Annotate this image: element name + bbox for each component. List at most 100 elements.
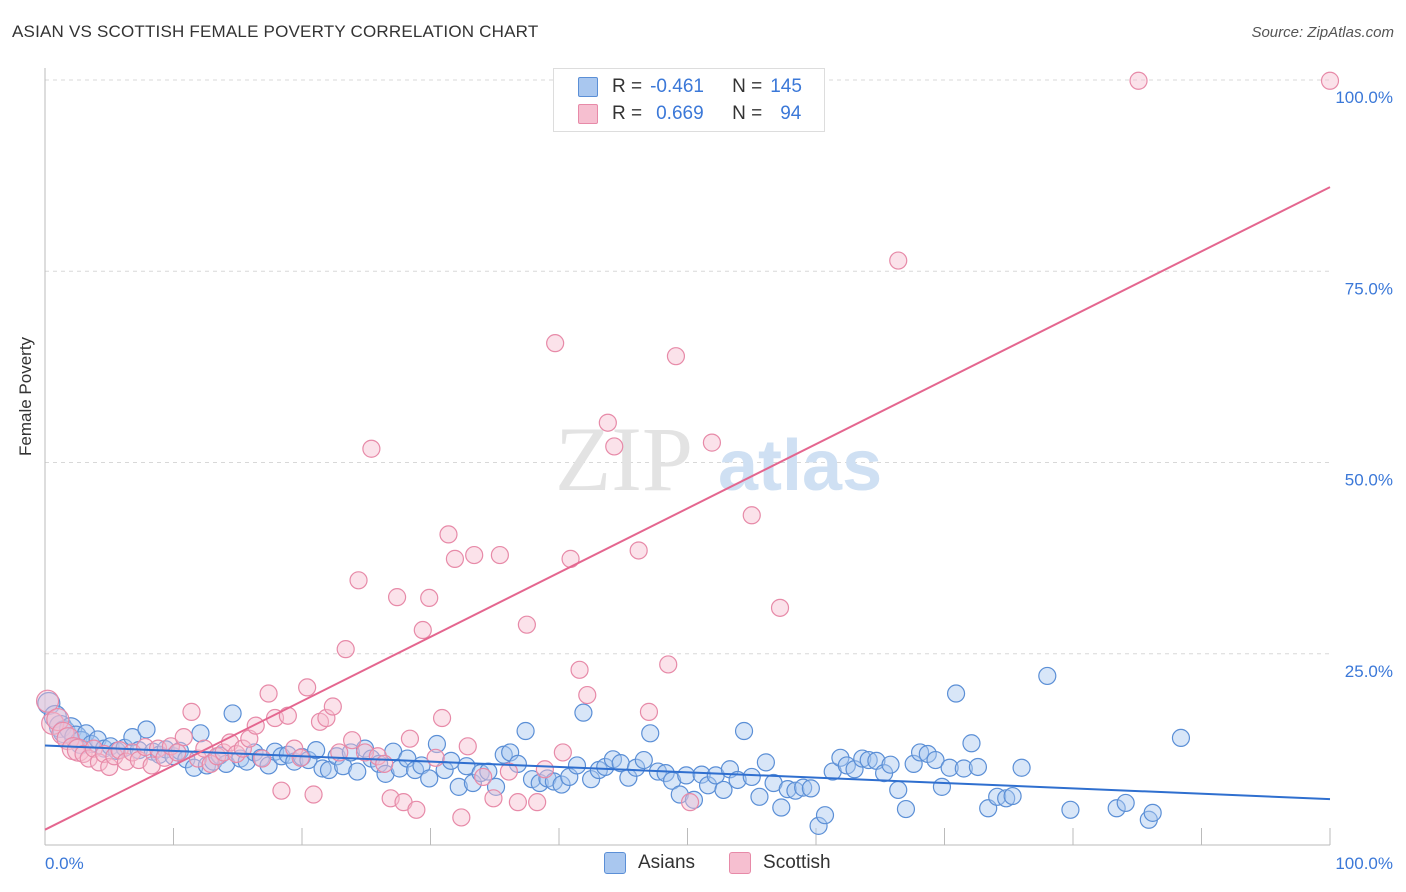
point-asians <box>223 704 242 723</box>
scottish-trend-line <box>44 186 1331 831</box>
point-asians <box>750 787 769 806</box>
point-scottish <box>317 708 336 728</box>
point-scottish <box>298 678 317 697</box>
point-scottish <box>553 743 572 762</box>
point-scottish <box>35 689 60 713</box>
point-scottish <box>278 706 297 725</box>
point-asians <box>1116 793 1135 813</box>
point-scottish <box>349 571 368 590</box>
point-asians <box>940 758 959 777</box>
point-asians <box>641 724 660 743</box>
point-scottish <box>889 251 908 270</box>
point-scottish <box>46 707 70 732</box>
scottish-swatch <box>578 104 598 124</box>
point-asians <box>486 777 506 796</box>
point-asians <box>1107 799 1126 818</box>
point-scottish <box>362 439 381 458</box>
y-tick-label: 75.0% <box>1345 279 1393 298</box>
point-asians <box>932 777 952 796</box>
point-asians <box>946 684 966 703</box>
point-asians <box>926 750 945 770</box>
point-asians <box>463 773 483 793</box>
point-scottish <box>629 541 648 560</box>
source-label: Source: ZipAtlas.com <box>1251 24 1394 41</box>
point-scottish <box>666 347 686 366</box>
scottish-label: Scottish <box>763 852 831 873</box>
point-asians <box>1061 800 1080 819</box>
point-asians <box>794 778 813 797</box>
scottish-legend-swatch <box>729 852 752 874</box>
point-scottish <box>639 702 659 721</box>
point-scottish <box>174 728 193 747</box>
asian-trend-line <box>44 744 1331 801</box>
point-asians <box>596 757 615 777</box>
point-scottish <box>407 800 426 819</box>
point-asians <box>809 816 828 835</box>
y-tick-label: 50.0% <box>1345 471 1393 490</box>
point-scottish <box>343 731 362 750</box>
point-scottish <box>432 708 452 728</box>
point-scottish <box>387 588 407 607</box>
legend-item-asians[interactable]: Asians <box>604 852 695 874</box>
point-scottish <box>578 685 597 705</box>
trend-lines <box>44 186 1331 831</box>
point-asians <box>853 749 872 768</box>
x-tick-label-max: 100.0% <box>1335 854 1393 873</box>
point-asians <box>728 770 747 790</box>
asians-swatch <box>604 852 626 874</box>
point-asians <box>582 770 601 789</box>
point-asians <box>734 721 754 741</box>
point-asians <box>449 777 468 796</box>
scottish-n-value: 94 <box>780 103 802 124</box>
asian-n-label: N = <box>732 76 763 97</box>
point-asians <box>137 720 156 739</box>
point-asians <box>670 785 689 804</box>
point-scottish <box>246 716 265 735</box>
point-scottish <box>528 793 547 812</box>
watermark-atlas: atlas <box>718 426 882 506</box>
x-tick-label-min: 0.0% <box>45 854 84 873</box>
point-scottish <box>680 793 700 812</box>
point-scottish <box>400 729 420 748</box>
tick-labels: 25.0% 50.0% 75.0% 100.0% 0.0% 100.0% <box>45 88 1393 873</box>
y-tick-label: 25.0% <box>1345 662 1393 681</box>
asian-swatch <box>578 77 598 97</box>
point-scottish <box>499 762 518 781</box>
point-scottish <box>426 748 445 767</box>
point-asians <box>801 779 820 798</box>
point-asians <box>1143 803 1162 822</box>
point-asians <box>904 754 923 774</box>
point-scottish <box>535 760 554 779</box>
point-scottish <box>1129 71 1148 90</box>
point-scottish <box>546 334 565 353</box>
point-scottish <box>420 588 439 608</box>
point-asians <box>307 741 326 760</box>
point-asians <box>714 780 733 800</box>
point-asians <box>313 759 332 778</box>
point-scottish <box>375 754 394 774</box>
point-asians <box>319 760 339 780</box>
point-asians <box>988 787 1007 806</box>
point-scottish <box>168 743 187 762</box>
point-scottish <box>413 620 432 640</box>
point-scottish <box>285 739 304 758</box>
point-asians <box>552 775 571 794</box>
point-scottish <box>605 437 624 456</box>
point-asians <box>815 806 835 825</box>
point-scottish <box>484 789 503 808</box>
legend-row-asian: R = -0.461 N = 145 <box>578 75 802 99</box>
point-asians <box>859 750 878 770</box>
point-scottish <box>474 767 493 787</box>
point-asians <box>778 780 797 799</box>
point-asians <box>1003 786 1022 806</box>
point-asians <box>756 753 775 772</box>
scottish-r-value: 0.669 <box>656 103 704 124</box>
point-scottish <box>259 684 278 703</box>
legend-item-scottish[interactable]: Scottish <box>729 852 831 874</box>
point-asians <box>420 769 439 788</box>
point-asians <box>968 757 988 777</box>
point-scottish <box>598 413 617 432</box>
point-asians <box>348 762 367 781</box>
point-asians <box>692 765 711 784</box>
